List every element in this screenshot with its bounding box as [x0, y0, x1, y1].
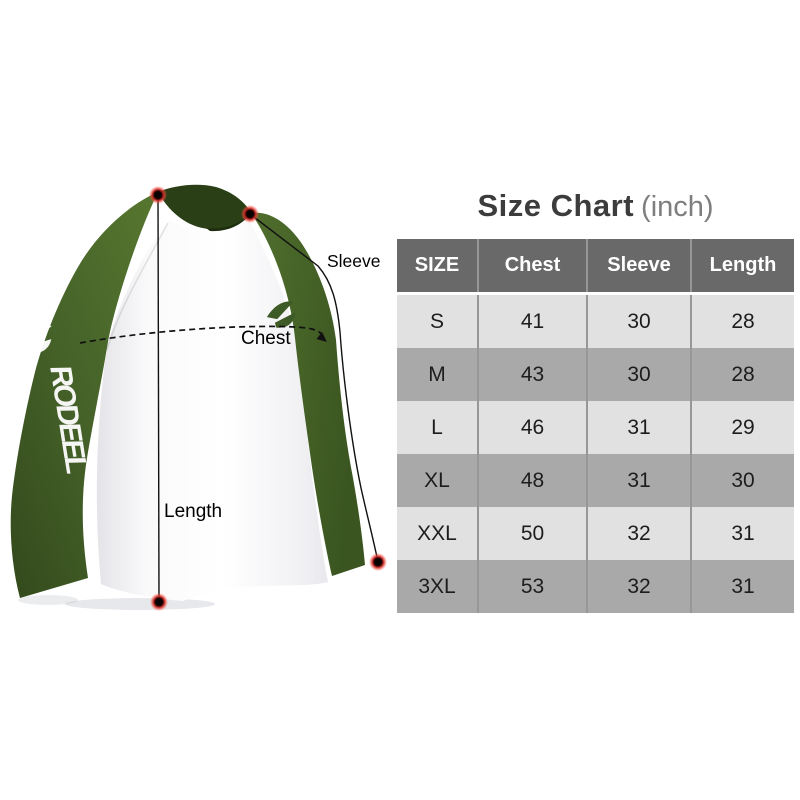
value-cell: 30 [587, 348, 692, 401]
sleeve-line [249, 213, 379, 563]
value-cell: 30 [691, 454, 794, 507]
table-row: L 46 31 29 [397, 401, 794, 454]
value-cell: 30 [587, 293, 692, 348]
value-cell: 43 [478, 348, 588, 401]
table-row: XL 48 31 30 [397, 454, 794, 507]
header-row: SIZE Chest Sleeve Length [397, 239, 794, 295]
value-cell: 28 [691, 293, 794, 348]
size-cell: XL [397, 454, 479, 507]
chest-line-arrow [316, 332, 327, 342]
brand-logo-icon [19, 324, 52, 353]
table-row: M 43 30 28 [397, 348, 794, 401]
value-cell: 53 [478, 560, 588, 613]
chest-line [79, 325, 325, 344]
shirt-diagram: RODEEL Sleeve Chest Length [0, 170, 400, 650]
shirt-svg: RODEEL Sleeve Chest Length [10, 184, 387, 611]
measure-dot-cuff [369, 553, 387, 571]
size-cell: M [397, 348, 479, 401]
size-cell: S [397, 293, 479, 348]
size-cell: 3XL [397, 560, 479, 613]
value-cell: 31 [691, 560, 794, 613]
table-row: XXL 50 32 31 [397, 507, 794, 560]
value-cell: 32 [587, 560, 692, 613]
value-cell: 46 [478, 401, 588, 454]
size-table: SIZE Chest Sleeve Length S 41 30 28 M 43 30 28 L 46 3… [397, 239, 794, 613]
shirt-body [96, 216, 328, 601]
header-cell-chest: Chest [478, 239, 588, 295]
chest-logo-icon [266, 301, 296, 328]
left-sleeve [10, 192, 159, 598]
right-sleeve [251, 212, 365, 576]
size-cell: XXL [397, 507, 479, 560]
value-cell: 31 [691, 507, 794, 560]
table-row: 3XL 53 32 31 [397, 560, 794, 613]
value-cell: 31 [587, 454, 692, 507]
raglan-seam [106, 222, 169, 351]
header-cell-length: Length [691, 239, 794, 295]
value-cell: 50 [478, 507, 588, 560]
length-line [157, 194, 160, 603]
cuff-shadow [18, 595, 78, 605]
table-row: S 41 30 28 [397, 293, 794, 348]
collar-inner [206, 215, 249, 232]
hem-shadow [65, 598, 215, 610]
chest-label: Chest [241, 328, 291, 349]
collar [158, 184, 252, 230]
measure-dot-neck [241, 205, 259, 223]
measure-dot-hem [150, 593, 168, 611]
length-label: Length [164, 501, 222, 522]
value-cell: 28 [691, 348, 794, 401]
header-cell-size: SIZE [397, 239, 479, 295]
value-cell: 31 [587, 401, 692, 454]
value-cell: 32 [587, 507, 692, 560]
title-unit: (inch) [641, 191, 714, 223]
measure-dot-shoulder [149, 186, 167, 204]
page-title: Size Chart (inch) [397, 188, 794, 225]
size-cell: L [397, 401, 479, 454]
header-cell-sleeve: Sleeve [587, 239, 692, 295]
value-cell: 29 [691, 401, 794, 454]
sleeve-label: Sleeve [327, 251, 381, 271]
value-cell: 48 [478, 454, 588, 507]
title-main: Size Chart [477, 188, 635, 223]
size-chart-panel: Size Chart (inch) SIZE Chest Sleeve Length S… [397, 188, 794, 613]
value-cell: 41 [478, 293, 588, 348]
